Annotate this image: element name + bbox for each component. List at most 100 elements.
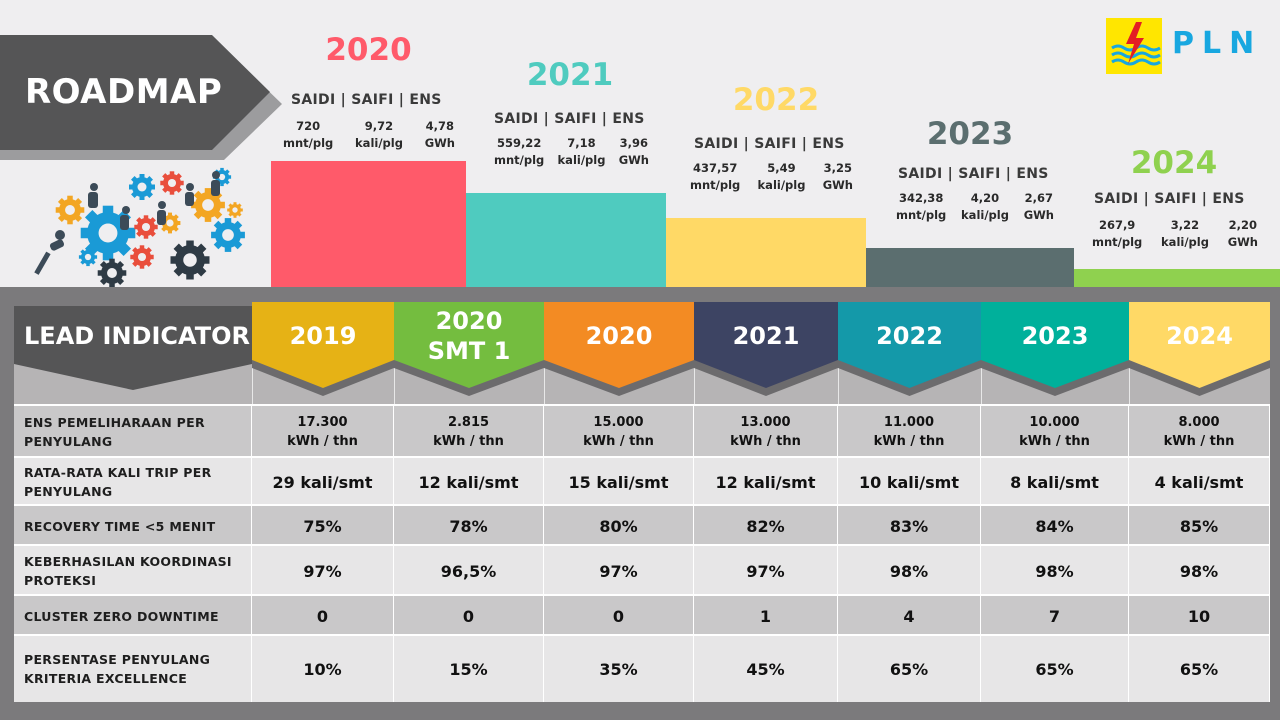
step-2023: 2023 SAIDI | SAIFI | ENS 342,38 mnt/plg 4…	[866, 114, 1074, 290]
indicator-value-line: 10.000	[1029, 415, 1080, 430]
ens-unit: GWh	[618, 153, 649, 167]
ens-value: 2,20	[1228, 218, 1258, 232]
indicator-value-line: 82%	[746, 516, 785, 536]
indicator-value-line: 15 kali/smt	[568, 472, 669, 492]
indicator-value-line: kWh / thn	[287, 434, 358, 449]
saidi-unit: mnt/plg	[896, 208, 947, 222]
step-year: 2023	[926, 116, 1014, 152]
saifi-unit: kali/plg	[1161, 235, 1209, 249]
indicator-value-line: 65%	[889, 659, 929, 679]
saidi-unit: mnt/plg	[690, 178, 741, 192]
saidi-unit: mnt/plg	[283, 136, 334, 150]
indicator-value: 10.000 kWh / thn	[981, 406, 1129, 458]
year-header-label-line: SMT 1	[427, 337, 511, 365]
indicator-value-line: 85%	[1179, 516, 1219, 536]
step-values: 342,38 mnt/plg 4,20 kali/plg 2,67 GWh	[896, 190, 1054, 224]
saifi-value: 7,18	[567, 136, 596, 150]
step-bar	[271, 161, 466, 291]
indicator-value: 98%	[1129, 546, 1270, 596]
saifi-unit: kali/plg	[355, 136, 403, 150]
saidi-value: 559,22	[496, 136, 542, 150]
indicator-value-line: 13.000	[740, 415, 791, 430]
step-year: 2021	[526, 57, 614, 93]
table-row: CLUSTER ZERO DOWNTIME 0 0 0 1 4 7 10	[14, 594, 1270, 636]
indicator-value: 97%	[544, 546, 694, 596]
indicator-value: 97%	[252, 546, 394, 596]
saifi-value: 3,22	[1170, 218, 1200, 232]
ens-unit: GWh	[1023, 208, 1054, 222]
indicator-value-line: 35%	[599, 659, 638, 679]
table-row: ENS PEMELIHARAAN PER PENYULANG 17.300 kWh …	[14, 404, 1270, 458]
indicator-value-line: 12 kali/smt	[418, 472, 519, 492]
saidi-value: 720	[296, 119, 321, 133]
indicator-value: 12 kali/smt	[694, 458, 838, 506]
year-header-label-line: 2019	[289, 322, 357, 350]
indicator-value: 96,5%	[394, 546, 544, 596]
indicator-value-line: 29 kali/smt	[272, 472, 373, 492]
step-bar	[1074, 269, 1280, 290]
saidi-unit: mnt/plg	[1092, 235, 1143, 249]
ens-unit: GWh	[822, 178, 853, 192]
indicator-value-line: 7	[1048, 606, 1061, 626]
indicator-label: KEBERHASILAN KOORDINASI PROTEKSI	[14, 546, 252, 596]
indicator-value: 98%	[981, 546, 1129, 596]
indicator-value: 0	[544, 596, 694, 636]
indicator-value-line: 4	[903, 606, 915, 626]
indicator-value: 84%	[981, 506, 1129, 546]
indicator-label: RATA-RATA KALI TRIP PER PENYULANG	[14, 458, 252, 506]
band-divider	[694, 364, 695, 404]
indicator-value-line: kWh / thn	[873, 434, 945, 449]
indicator-value: 12 kali/smt	[394, 458, 544, 506]
year-header-label-line: 2021	[732, 322, 800, 350]
saifi-value: 9,72	[364, 119, 394, 133]
indicator-value: 10 kali/smt	[838, 458, 981, 506]
step-values: 267,9 mnt/plg 3,22 kali/plg 2,20 GWh	[1092, 217, 1258, 251]
step-year: 2024	[1130, 145, 1218, 181]
lead-indicator-title: LEAD INDICATOR	[24, 322, 250, 350]
saifi-unit: kali/plg	[757, 178, 806, 192]
indicator-value-line: 78%	[449, 516, 488, 536]
indicator-value-line: 75%	[303, 516, 342, 536]
indicator-value-line: 65%	[1179, 659, 1219, 679]
band-divider	[544, 364, 545, 404]
indicator-value-line: 97%	[303, 561, 342, 581]
indicator-value: 11.000 kWh / thn	[838, 406, 981, 458]
saidi-value: 342,38	[898, 191, 944, 205]
indicator-value: 98%	[838, 546, 981, 596]
table-row: KEBERHASILAN KOORDINASI PROTEKSI 97% 96,5%…	[14, 544, 1270, 596]
year-header-label-line: 2024	[1166, 322, 1233, 350]
indicator-value-line: 15.000	[593, 415, 644, 430]
step-bar	[666, 218, 866, 290]
gears-teamwork-icon	[34, 167, 245, 288]
band-divider	[394, 364, 395, 404]
indicator-value-line: 8.000	[1178, 415, 1220, 430]
indicator-value-line: 80%	[599, 516, 638, 536]
ens-value: 3,25	[823, 161, 853, 175]
indicator-value-line: 97%	[746, 561, 785, 581]
indicator-value: 65%	[981, 636, 1129, 702]
indicator-value: 45%	[694, 636, 838, 702]
indicator-value: 83%	[838, 506, 981, 546]
indicator-value-line: 98%	[1035, 561, 1074, 581]
band-divider	[1129, 364, 1130, 404]
indicator-label: RECOVERY TIME <5 MENIT	[14, 506, 252, 546]
indicator-value: 29 kali/smt	[252, 458, 394, 506]
roadmap-banner	[0, 35, 270, 150]
indicator-value: 0	[252, 596, 394, 636]
indicator-value-line: 8 kali/smt	[1010, 472, 1099, 492]
indicator-value: 10%	[252, 636, 394, 702]
indicator-value: 80%	[544, 506, 694, 546]
table-row: PERSENTASE PENYULANG KRITERIA EXCELLENCE…	[14, 634, 1270, 702]
band-divider	[252, 364, 253, 404]
indicator-value-line: 84%	[1035, 516, 1074, 536]
indicator-value-line: kWh / thn	[433, 434, 504, 449]
indicator-value-line: kWh / thn	[1163, 434, 1235, 449]
year-header-label: 2022	[838, 321, 981, 351]
step-header: SAIDI | SAIFI | ENS	[898, 166, 1049, 182]
pln-lightning-icon	[1106, 18, 1162, 74]
indicator-value: 65%	[1129, 636, 1270, 702]
ens-value: 4,78	[425, 119, 455, 133]
indicator-value-line: 15%	[449, 659, 488, 679]
indicator-value: 97%	[694, 546, 838, 596]
indicator-value-line: kWh / thn	[730, 434, 801, 449]
